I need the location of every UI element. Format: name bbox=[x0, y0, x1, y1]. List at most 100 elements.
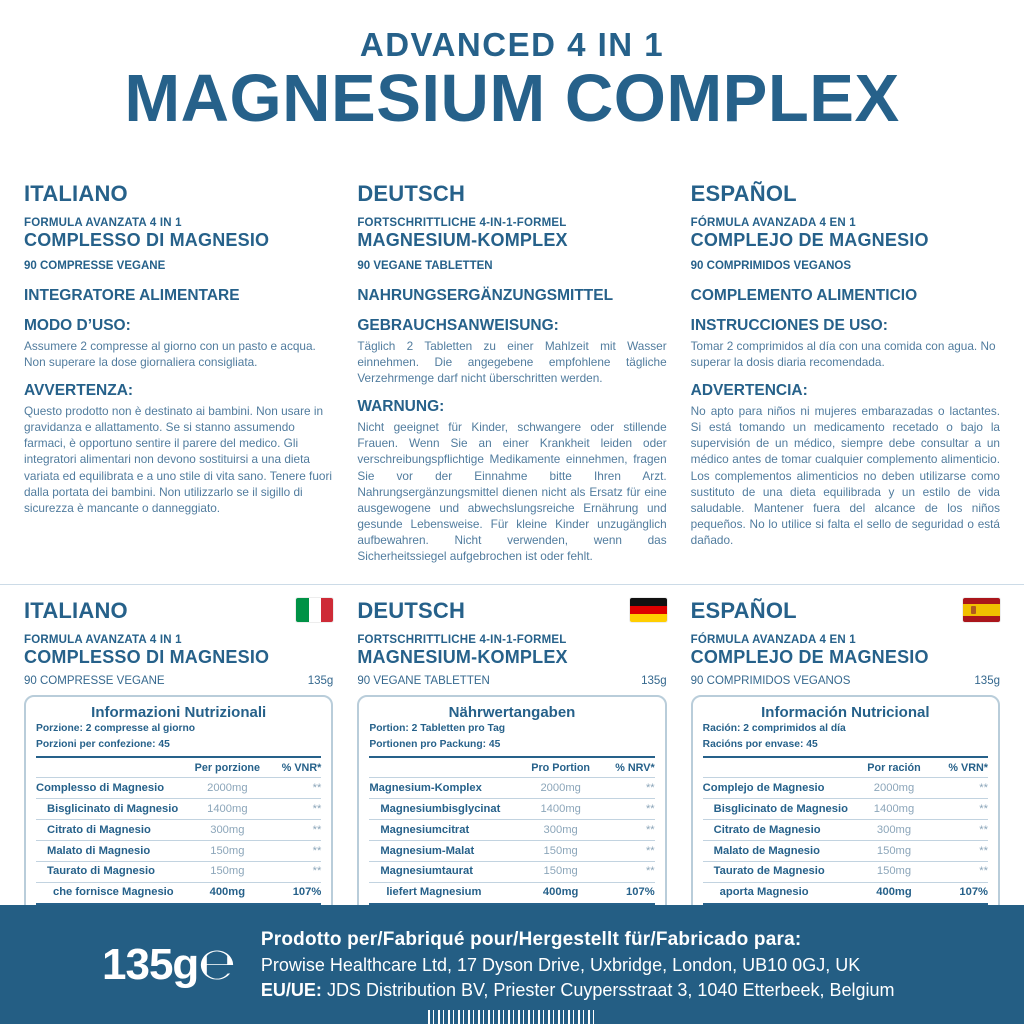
table-row: Citrato de Magnesio 300mg ** bbox=[702, 819, 988, 840]
count-line: 90 VEGANE TABLETTEN bbox=[357, 260, 493, 273]
table-row: Magnesium-Komplex 2000mg ** bbox=[369, 777, 655, 798]
table-column-headers: Por ración % VRN* bbox=[703, 758, 988, 777]
language-heading: ITALIANO bbox=[24, 181, 128, 207]
product-name: COMPLEJO DE MAGNESIO bbox=[690, 230, 929, 251]
product-name: COMPLESSO DI MAGNESIO bbox=[24, 230, 270, 251]
table-row: Bisglicinato di Magnesio 1400mg ** bbox=[36, 798, 322, 819]
nrv-column-header: % VNR* bbox=[281, 762, 322, 775]
count-line: 90 COMPRESSE VEGANE bbox=[24, 260, 166, 273]
table-row: Magnesiumbisglycinat 1400mg ** bbox=[369, 798, 655, 819]
warning-heading: AVVERTENZA: bbox=[24, 382, 134, 400]
table-rule bbox=[36, 756, 322, 759]
table-row: Magnesiumtaurat 150mg ** bbox=[369, 860, 655, 882]
count-line: 90 COMPRIMIDOS VEGANOS bbox=[690, 260, 852, 273]
warning-heading: WARNUNG: bbox=[357, 398, 445, 416]
usage-heading: INSTRUCCIONES DE USO: bbox=[690, 317, 888, 335]
category-line: NAHRUNGSERGÄNZUNGSMITTEL bbox=[357, 287, 614, 305]
language-heading: DEUTSCH bbox=[357, 181, 466, 207]
formula-line: FORTSCHRITTLICHE 4-IN-1-FORMEL bbox=[357, 217, 567, 230]
table-rule bbox=[702, 756, 988, 759]
section-divider bbox=[0, 583, 1024, 585]
product-name: MAGNESIUM-KOMPLEX bbox=[357, 230, 568, 251]
count-line: 90 COMPRESSE VEGANE bbox=[24, 674, 165, 687]
spain-flag-icon bbox=[963, 597, 1000, 622]
usage-heading: GEBRAUCHSANWEISUNG: bbox=[357, 317, 559, 335]
product-name: COMPLEJO DE MAGNESIO bbox=[690, 646, 929, 667]
servings-per-pack: Porzioni per confezione: 45 bbox=[36, 738, 170, 750]
nutrition-table-title: Informazioni Nutrizionali bbox=[91, 703, 267, 721]
amount-column-header: Per porzione bbox=[194, 762, 261, 775]
nutrition-table-title: Nährwertangaben bbox=[448, 703, 576, 721]
table-row: Taurato di Magnesio 150mg ** bbox=[36, 860, 322, 882]
top-section-italian: ITALIANO FORMULA AVANZATA 4 IN 1 COMPLES… bbox=[24, 181, 333, 563]
usage-text: Täglich 2 Tabletten zu einer Mahlzeit mi… bbox=[357, 339, 667, 386]
count-row: 90 VEGANE TABLETTEN 135g bbox=[357, 675, 666, 687]
nrv-column-header: % VRN* bbox=[948, 762, 988, 775]
usage-text: Tomar 2 comprimidos al día con una comid… bbox=[690, 339, 996, 370]
category-line: INTEGRATORE ALIMENTARE bbox=[24, 287, 240, 305]
serving-size: Porzione: 2 compresse al giorno bbox=[36, 723, 196, 735]
net-weight-large: 135g℮ bbox=[102, 939, 236, 990]
servings-per-pack: Racións por envase: 45 bbox=[702, 738, 818, 750]
count-row: 90 COMPRIMIDOS VEGANOS 135g bbox=[691, 675, 1000, 687]
serving-size: Ración: 2 comprimidos al día bbox=[702, 723, 846, 735]
category-line: COMPLEMENTO ALIMENTICIO bbox=[690, 287, 918, 305]
top-section-german: DEUTSCH FORTSCHRITTLICHE 4-IN-1-FORMEL M… bbox=[357, 181, 666, 563]
serving-size: Portion: 2 Tabletten pro Tag bbox=[369, 723, 506, 735]
net-weight: 135g bbox=[307, 674, 334, 687]
formula-line: FORMULA AVANZATA 4 IN 1 bbox=[24, 633, 182, 646]
product-tagline: ADVANCED 4 IN 1 bbox=[359, 26, 665, 63]
barcode bbox=[428, 1010, 596, 1024]
product-name: COMPLESSO DI MAGNESIO bbox=[24, 646, 270, 667]
table-column-headers: Per porzione % VNR* bbox=[36, 758, 322, 777]
formula-line: FÓRMULA AVANZADA 4 EN 1 bbox=[690, 633, 856, 646]
product-name: MAGNESIUM-KOMPLEX bbox=[357, 646, 568, 667]
net-weight: 135g bbox=[974, 674, 1000, 687]
warning-text: Nicht geeignet für Kinder, schwangere od… bbox=[357, 420, 667, 563]
language-heading: ESPAÑOL bbox=[690, 181, 797, 207]
estimated-sign: ℮ bbox=[198, 939, 236, 990]
top-language-sections: ITALIANO FORMULA AVANZATA 4 IN 1 COMPLES… bbox=[0, 181, 1024, 563]
eu-label: EU/UE: bbox=[260, 979, 322, 1000]
amount-column-header: Por ración bbox=[867, 762, 921, 775]
manufacturer-block: Prodotto per/Fabriqué pour/Hergestellt f… bbox=[261, 927, 895, 1003]
language-heading: ESPAÑOL bbox=[690, 597, 797, 623]
language-heading: ITALIANO bbox=[24, 597, 128, 623]
table-row: Citrato di Magnesio 300mg ** bbox=[36, 819, 322, 840]
count-line: 90 VEGANE TABLETTEN bbox=[357, 674, 490, 687]
table-row: Magnesiumcitrat 300mg ** bbox=[369, 819, 655, 840]
formula-line: FÓRMULA AVANZADA 4 EN 1 bbox=[690, 217, 856, 230]
language-row: DEUTSCH bbox=[357, 597, 667, 624]
servings-per-pack: Portionen pro Packung: 45 bbox=[369, 738, 501, 750]
manufactured-for-line: Prodotto per/Fabriqué pour/Hergestellt f… bbox=[260, 928, 802, 950]
table-row: Malato di Magnesio 150mg ** bbox=[36, 840, 322, 861]
table-row-total: liefert Magnesium 400mg 107% bbox=[369, 881, 655, 905]
table-row: Malato de Magnesio 150mg ** bbox=[702, 840, 988, 861]
count-line: 90 COMPRIMIDOS VEGANOS bbox=[690, 674, 851, 687]
top-section-spanish: ESPAÑOL FÓRMULA AVANZADA 4 EN 1 COMPLEJO… bbox=[691, 181, 1000, 563]
table-row: Complejo de Magnesio 2000mg ** bbox=[702, 777, 988, 798]
table-row-total: aporta Magnesio 400mg 107% bbox=[702, 881, 988, 905]
italy-flag-icon bbox=[296, 597, 334, 622]
table-row: Taurato de Magnesio 150mg ** bbox=[702, 860, 988, 882]
formula-line: FORTSCHRITTLICHE 4-IN-1-FORMEL bbox=[357, 633, 567, 646]
usage-heading: MODO D’USO: bbox=[24, 317, 131, 335]
header: ADVANCED 4 IN 1 MAGNESIUM COMPLEX bbox=[0, 0, 1024, 133]
nutrition-table-title: Información Nutricional bbox=[761, 703, 930, 721]
warning-text: Questo prodotto non è destinato ai bambi… bbox=[24, 404, 333, 515]
footer-bar: 135g℮ Prodotto per/Fabriqué pour/Hergest… bbox=[0, 905, 1024, 1024]
manufacturer-address: Prowise Healthcare Ltd, 17 Dyson Drive, … bbox=[260, 954, 861, 975]
language-heading: DEUTSCH bbox=[357, 597, 466, 623]
warning-text: No apto para niños ni mujeres embarazada… bbox=[690, 404, 1000, 547]
product-title: MAGNESIUM COMPLEX bbox=[124, 61, 900, 136]
table-row: Complesso di Magnesio 2000mg ** bbox=[36, 777, 322, 798]
nutrition-table: Nährwertangaben Portion: 2 Tabletten pro… bbox=[357, 694, 667, 949]
usage-text: Assumere 2 compresse al giorno con un pa… bbox=[24, 339, 316, 370]
nrv-column-header: % NRV* bbox=[615, 762, 655, 775]
amount-column-header: Pro Portion bbox=[531, 762, 591, 775]
table-column-headers: Pro Portion % NRV* bbox=[369, 758, 654, 777]
warning-heading: ADVERTENCIA: bbox=[690, 382, 808, 400]
count-row: 90 COMPRESSE VEGANE 135g bbox=[24, 675, 333, 687]
language-row: ITALIANO bbox=[24, 597, 334, 624]
